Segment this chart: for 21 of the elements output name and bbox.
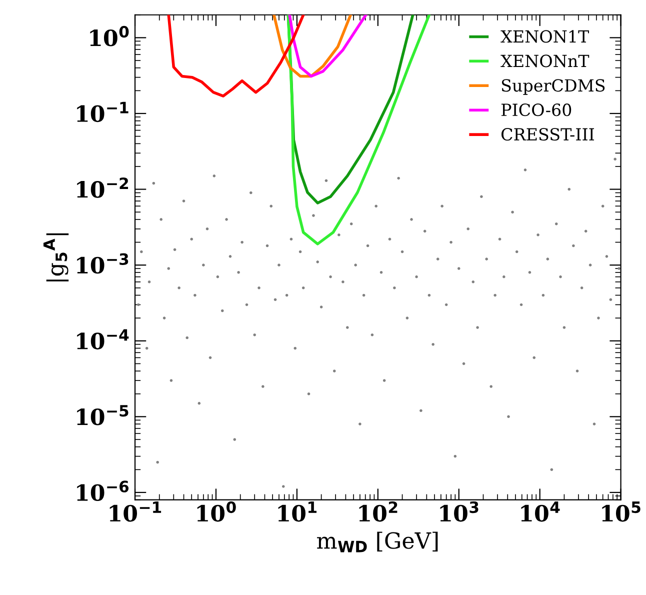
x-tick-label: 10$^{2}$ [359,501,398,522]
x-tick-label: 10$^{−1}$ [110,502,162,522]
y-tick-label: 10$^{−3}$ [77,253,128,274]
y-tick-label: 10$^{−5}$ [77,405,128,426]
y-tick-label: 10$^{−6}$ [77,480,129,502]
legend-label: CRESST-III [501,128,594,141]
legend-label: SuperCDMS [502,79,605,95]
x-tick-label: 10$^{1}$ [278,502,316,522]
x-tick-label: 10$^{4}$ [521,502,560,522]
x-tick-label: 10$^{5}$ [602,502,640,522]
y-axis-title: |g$_{5}$$^{A}$| [43,233,69,282]
x-tick-label: 10$^{0}$ [197,501,236,522]
y-tick-label: 10$^{−4}$ [77,329,129,350]
x-tick-label: 10$^{3}$ [440,501,478,522]
legend-label: XENONnT [500,54,590,68]
y-tick-label: 10$^{−2}$ [77,178,128,198]
y-tick-label: 10$^{−1}$ [77,102,128,122]
y-tick-label: 10$^{0}$ [90,26,129,46]
legend-label: XENON1T [500,30,589,43]
x-axis-title: m$_{WD}$ [GeV] [317,532,438,552]
legend-label: PICO-60 [501,104,572,116]
